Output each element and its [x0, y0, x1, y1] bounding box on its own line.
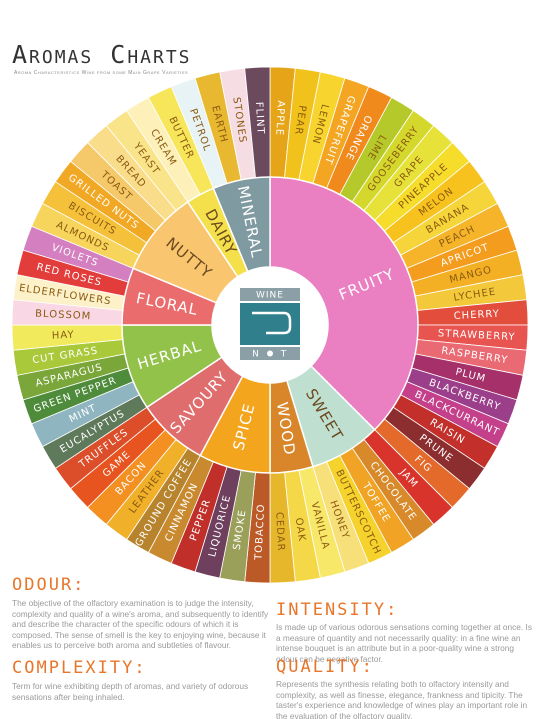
aroma-label: Flint	[253, 102, 266, 135]
aroma-label: Cherry	[453, 309, 500, 322]
logo-bottom-right: T	[280, 350, 288, 360]
logo-glyph	[252, 311, 292, 335]
aroma-label: Strawberry	[438, 328, 516, 343]
intensity-text: Is made up of various odorous sensations…	[276, 622, 532, 664]
subtitle: Aroma Characteristics Wine from some Mai…	[14, 70, 189, 76]
aroma-label: Hay	[52, 330, 75, 342]
intensity-title: Intensity:	[276, 600, 399, 620]
aroma-label: Apple	[273, 100, 286, 136]
logo-bottom-left: N	[252, 350, 260, 360]
complexity-title: Complexity:	[12, 658, 147, 678]
aroma-label: Tobacco	[253, 503, 267, 561]
odour-text: The objective of the olfactory examinati…	[12, 598, 269, 651]
odour-title: Odour:	[12, 575, 86, 595]
quality-title: Quality:	[276, 657, 374, 677]
complexity-text: Term for wine exhibiting depth of aromas…	[12, 681, 249, 702]
aroma-label: Pear	[292, 104, 307, 135]
aroma-label: Blossom	[35, 308, 92, 322]
logo-top-text: WINE	[256, 291, 284, 301]
aroma-label: Oak	[293, 517, 307, 542]
aroma-label: Cedar	[273, 512, 286, 552]
logo-top	[240, 288, 300, 301]
quality-text: Represents the synthesis relating both t…	[276, 679, 528, 719]
title: Aromas Charts	[12, 40, 192, 69]
logo-dot	[267, 350, 273, 357]
